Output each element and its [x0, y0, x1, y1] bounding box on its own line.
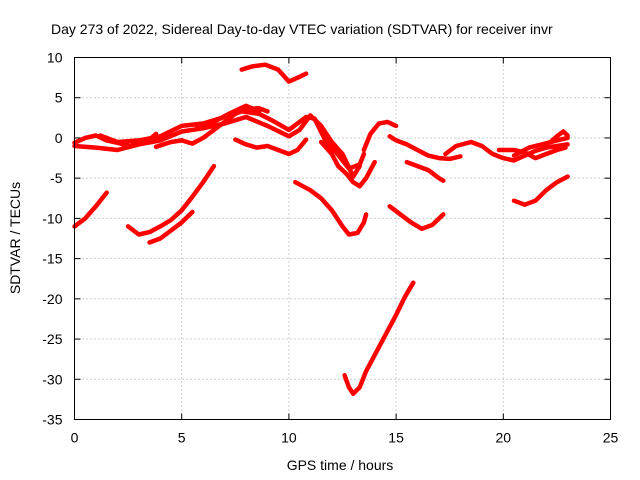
tick-layer: 0 5 10 15 20 25 10 5 0 -5 -10 -15 -20 -25 -30 -35	[42, 50, 618, 446]
series-line-arc-03	[97, 109, 367, 171]
series-line-arc-17	[125, 163, 217, 237]
y-tick-label: -35	[42, 412, 62, 428]
series-line-arc-11	[443, 139, 570, 163]
y-tick-label: -5	[50, 170, 63, 186]
x-tick-label: 20	[496, 430, 512, 446]
series-line-arc-16	[72, 190, 109, 229]
x-tick-label: 10	[281, 430, 297, 446]
y-tick-label: -15	[42, 251, 62, 267]
y-tick-label: 0	[55, 130, 63, 146]
x-tick-label: 25	[603, 430, 619, 446]
grid-layer	[74, 57, 611, 420]
series-line-arc-19	[293, 179, 369, 237]
y-tick-label: -20	[42, 291, 62, 307]
series-line-arc-10	[404, 159, 446, 183]
series-line-arc-12	[496, 145, 568, 161]
series-line-arc-07	[318, 139, 377, 189]
plot-frame	[74, 57, 611, 420]
chart-title: Day 273 of 2022, Sidereal Day-to-day VTE…	[51, 21, 553, 37]
series-layer	[72, 62, 570, 397]
x-tick-label: 0	[71, 430, 79, 446]
series-line-arc-08	[361, 119, 399, 153]
series-line-arc-15	[239, 62, 309, 84]
x-tick-label: 15	[388, 430, 404, 446]
y-tick-label: -30	[42, 371, 62, 387]
y-axis-label: SDTVAR / TECUs	[7, 182, 23, 294]
series-line-arc-21	[511, 174, 570, 207]
x-tick-label: 5	[178, 430, 186, 446]
x-axis-label: GPS time / hours	[287, 457, 394, 473]
series-line-arc-05	[194, 103, 262, 129]
y-tick-label: -25	[42, 331, 62, 347]
y-tick-label: -10	[42, 210, 62, 226]
series-line-arc-18	[147, 209, 195, 245]
y-tick-label: 10	[47, 50, 63, 66]
series-line-arc-06	[233, 137, 309, 157]
series-line-arc-20	[387, 204, 446, 232]
series-line-arc-09	[387, 134, 463, 162]
series-line-arc-22	[342, 280, 416, 397]
series-line-arc-14	[511, 135, 570, 158]
y-tick-label: 5	[55, 90, 63, 106]
